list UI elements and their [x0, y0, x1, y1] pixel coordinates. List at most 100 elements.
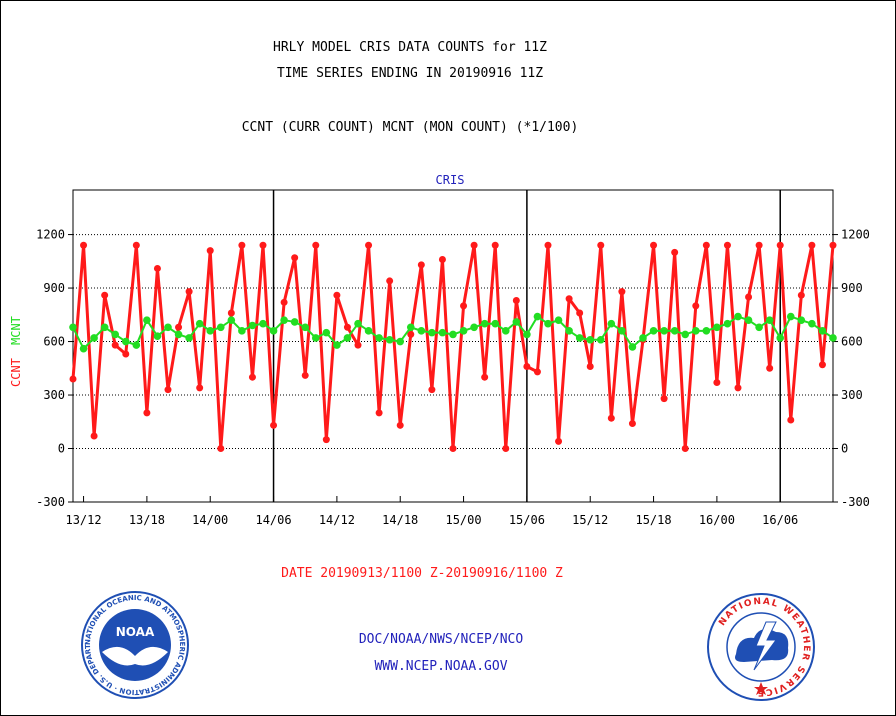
ccnt-point: [227, 309, 235, 317]
x-tick-label: 14/12: [319, 513, 355, 527]
mcnt-point: [660, 327, 668, 335]
ccnt-point: [365, 241, 373, 249]
mcnt-point: [227, 316, 236, 324]
ccnt-point: [428, 386, 436, 394]
ccnt-point: [69, 375, 77, 383]
mcnt-point: [723, 319, 732, 328]
x-tick-label: 16/00: [699, 513, 735, 527]
noaa-logo-text: NOAA: [116, 625, 155, 639]
ccnt-point: [270, 421, 278, 429]
ccnt-point: [153, 264, 161, 272]
ccnt-point: [280, 298, 288, 306]
mcnt-point: [639, 334, 647, 342]
x-tick-label: 15/18: [635, 513, 671, 527]
ccnt-point: [354, 341, 362, 349]
mcnt-point: [449, 330, 457, 339]
x-tick-label: 15/00: [445, 513, 481, 527]
mcnt-point: [69, 323, 77, 332]
mcnt-point: [100, 323, 109, 332]
mcnt-point: [259, 319, 267, 328]
date-range-label: DATE 20190913/1100 Z-20190916/1100 Z: [281, 566, 563, 581]
mcnt-point: [575, 334, 584, 342]
ccnt-point: [312, 241, 320, 249]
ccnt-point: [576, 309, 584, 317]
mcnt-point: [132, 341, 141, 349]
ccnt-point: [787, 416, 795, 424]
mcnt-point: [734, 312, 742, 321]
mcnt-point: [417, 327, 426, 335]
mcnt-point: [90, 334, 98, 342]
mcnt-point: [786, 312, 795, 321]
x-tick-label: 15/12: [572, 513, 608, 527]
ccnt-point: [808, 241, 816, 249]
ccnt-point: [797, 291, 805, 299]
mcnt-point: [523, 330, 531, 339]
ccnt-point: [322, 436, 330, 444]
x-tick-label: 13/18: [129, 513, 165, 527]
mcnt-point: [185, 334, 193, 342]
mcnt-point: [491, 319, 500, 328]
ccnt-point: [217, 445, 225, 453]
plot-border: [72, 189, 834, 503]
ccnt-point: [196, 384, 204, 392]
y-tick-label-right: 0: [841, 442, 848, 456]
y-tick-label-right: 900: [841, 281, 863, 295]
y-tick-label-left: 300: [43, 388, 65, 402]
ccnt-point: [101, 291, 109, 299]
mcnt-point: [554, 316, 563, 324]
ccnt-point: [491, 241, 499, 249]
ccnt-point: [713, 379, 721, 387]
ccnt-point: [650, 241, 658, 249]
plot-title: CRIS: [436, 173, 465, 187]
ccnt-point: [386, 277, 394, 285]
ccnt-point: [681, 445, 689, 453]
mcnt-point: [480, 319, 489, 328]
ccnt-point: [417, 261, 425, 269]
website-link[interactable]: WWW.NCEP.NOAA.GOV: [374, 659, 508, 674]
ccnt-point: [449, 445, 457, 453]
mcnt-point: [681, 330, 690, 339]
mcnt-point: [375, 334, 383, 342]
seagull-icon: [102, 646, 168, 666]
ccnt-point: [238, 241, 246, 249]
ccnt-point: [829, 241, 837, 249]
mcnt-point: [691, 327, 700, 335]
mcnt-point: [628, 343, 637, 351]
mcnt-point: [385, 335, 394, 344]
chart-title-line-2: TIME SERIES ENDING IN 20190916 11Z: [276, 66, 544, 81]
ccnt-point: [80, 241, 88, 249]
mcnt-point: [301, 323, 310, 332]
ccnt-point: [692, 302, 700, 310]
chart-title-line-1: HRLY MODEL CRIS DATA COUNTS for 11Z: [273, 40, 547, 55]
mcnt-point: [818, 327, 827, 335]
mcnt-point: [755, 323, 763, 332]
y-tick-label-right: 600: [841, 335, 863, 349]
ccnt-point: [185, 288, 193, 296]
ccnt-point: [502, 445, 510, 453]
ccnt-point: [586, 363, 594, 371]
y-tick-label-right: 1200: [841, 228, 870, 242]
ccnt-point: [175, 323, 183, 331]
ccnt-point: [259, 241, 267, 249]
x-tick-label: 14/00: [192, 513, 228, 527]
mcnt-point: [533, 312, 542, 321]
mcnt-point: [143, 316, 151, 324]
ccnt-point: [755, 241, 763, 249]
mcnt-point: [206, 327, 215, 335]
y-tick-label-left: -300: [36, 495, 65, 509]
y-tick-label-left: 900: [43, 281, 65, 295]
ccnt-point: [618, 288, 626, 296]
mcnt-point: [565, 327, 573, 335]
mcnt-point: [322, 328, 331, 337]
ccnt-point: [776, 241, 784, 249]
mcnt-point: [333, 341, 341, 349]
x-tick-label: 16/06: [762, 513, 798, 527]
mcnt-point: [248, 321, 257, 330]
ccnt-point: [628, 420, 636, 428]
org-label: DOC/NOAA/NWS/NCEP/NCO: [358, 632, 524, 647]
series-line-ccnt: [71, 243, 835, 451]
mcnt-point: [618, 327, 626, 335]
ccnt-point: [90, 432, 98, 440]
mcnt-point: [153, 332, 162, 340]
